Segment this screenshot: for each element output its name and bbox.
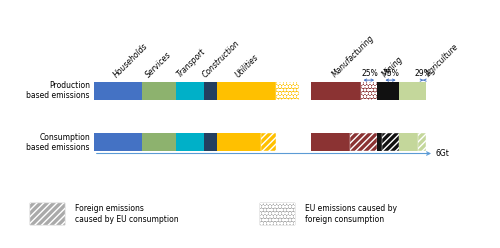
Bar [382,133,398,152]
Bar [382,133,398,152]
Bar [204,133,216,152]
Bar [350,133,377,152]
Bar [216,133,261,152]
Bar [30,203,65,225]
Text: Services: Services [144,50,174,79]
Text: EU emissions caused by
foreign consumption: EU emissions caused by foreign consumpti… [305,204,397,224]
Bar [142,133,176,152]
Bar [94,133,142,152]
Bar [350,133,377,152]
Text: 25%: 25% [362,68,378,78]
Text: 29%: 29% [415,68,432,78]
Bar [398,133,418,152]
Bar [204,82,216,100]
Text: Foreign emissions
caused by EU consumption: Foreign emissions caused by EU consumpti… [75,204,178,224]
Bar [276,82,299,100]
Text: Households: Households [112,41,150,79]
Bar [310,82,360,100]
Bar [299,133,310,152]
Bar [30,203,65,225]
Bar [377,82,382,100]
Bar [418,133,426,152]
Text: Production
based emissions: Production based emissions [26,81,90,100]
Bar [260,203,295,225]
Bar [382,82,398,100]
Bar [418,133,426,152]
Bar [276,82,299,100]
Bar [310,133,350,152]
Text: Mining: Mining [380,55,404,79]
Bar [360,82,377,100]
Bar [261,133,276,152]
Text: Transport: Transport [175,47,207,79]
Bar [398,82,420,100]
Bar [360,82,377,100]
Bar [142,82,176,100]
Bar [420,82,426,100]
Bar [94,82,142,100]
Text: Construction: Construction [200,38,241,79]
Text: 6Gt: 6Gt [436,149,450,158]
Bar [176,133,204,152]
Bar [299,82,310,100]
Text: Consumption
based emissions: Consumption based emissions [26,133,90,152]
Bar [377,133,382,152]
Text: 75%: 75% [382,68,399,78]
Bar [260,203,295,225]
Bar [216,82,276,100]
Bar [261,133,276,152]
Text: Utilities: Utilities [234,52,261,79]
Bar [176,82,204,100]
Text: Agriculture: Agriculture [424,43,461,79]
Text: Manufacturing: Manufacturing [331,33,376,79]
